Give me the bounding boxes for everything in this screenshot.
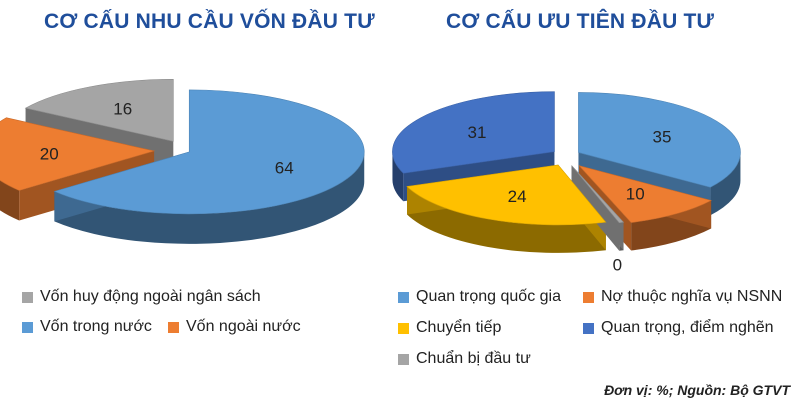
legend-swatch <box>398 291 409 303</box>
legend-item: Quan trọng, điểm nghẽn <box>583 319 774 337</box>
legend-swatch <box>22 321 33 333</box>
legend-label: Vốn huy động ngoài ngân sách <box>40 288 261 305</box>
legend-item: Chuyển tiếp <box>398 319 501 337</box>
slice-wall <box>0 180 20 221</box>
legend-swatch <box>168 321 179 333</box>
slice-quan-tr-ng-qu-c-gia <box>578 92 741 188</box>
slice-wall <box>54 151 365 244</box>
legend-item: Nợ thuộc nghĩa vụ NSNN <box>583 288 782 306</box>
slice-v-n-ngo-i-n-c <box>0 117 156 191</box>
legend-label: Chuẩn bị đầu tư <box>416 350 531 367</box>
slice-v-n-huy-ng-ngo-i-ng-n-s-ch <box>24 79 174 142</box>
slice-chu-n-b-u-t- <box>571 165 625 224</box>
chart-title-right: CƠ CẤU ƯU TIÊN ĐẦU TƯ <box>446 10 715 33</box>
data-label: 20 <box>40 144 59 163</box>
legend-item: Vốn huy động ngoài ngân sách <box>22 288 261 306</box>
legend-swatch <box>22 291 33 303</box>
slice-n-thu-c-ngh-a-v-nsnn <box>578 165 712 223</box>
slice-wall <box>710 152 741 216</box>
data-label: 16 <box>113 100 132 119</box>
pie-chart-left: 64 20 16 <box>0 79 365 244</box>
legend-label: Vốn trong nước <box>40 318 152 335</box>
slice-wall <box>407 186 606 253</box>
legend-swatch <box>398 322 409 334</box>
data-label: 64 <box>275 159 294 178</box>
legend-item: Vốn trong nước <box>22 318 152 336</box>
legend-item: Chuẩn bị đầu tư <box>398 350 531 368</box>
legend-swatch <box>398 353 409 365</box>
legend-item: Quan trọng quốc gia <box>398 288 561 306</box>
legend-label: Nợ thuộc nghĩa vụ NSNN <box>601 288 783 305</box>
data-label: 24 <box>508 187 527 206</box>
slice-quan-tr-ng-i-m-ngh-n <box>392 91 555 174</box>
legend-label: Vốn ngoài nước <box>186 318 301 335</box>
slice-v-n-trong-n-c <box>53 89 365 215</box>
slice-wall <box>392 151 404 202</box>
legend-label: Chuyển tiếp <box>416 319 502 336</box>
data-label: 10 <box>626 185 645 204</box>
data-label: 35 <box>652 128 671 147</box>
legend-swatch <box>583 322 594 334</box>
legend-item: Vốn ngoài nước <box>168 318 301 336</box>
slice-side <box>571 165 620 251</box>
data-label: 31 <box>468 123 487 142</box>
legend-label: Quan trọng, điểm nghẽn <box>601 319 774 336</box>
slice-chuy-n-ti-p <box>406 164 607 226</box>
data-label: 0 <box>613 256 622 275</box>
legend-label: Quan trọng quốc gia <box>416 288 561 305</box>
legend-swatch <box>583 291 594 303</box>
source-note: Đơn vị: %; Nguồn: Bộ GTVT <box>604 382 790 398</box>
pie-chart-right: 35 10 0 24 31 <box>392 91 741 275</box>
chart-title-left: CƠ CẤU NHU CẦU VỐN ĐẦU TƯ <box>44 10 375 33</box>
